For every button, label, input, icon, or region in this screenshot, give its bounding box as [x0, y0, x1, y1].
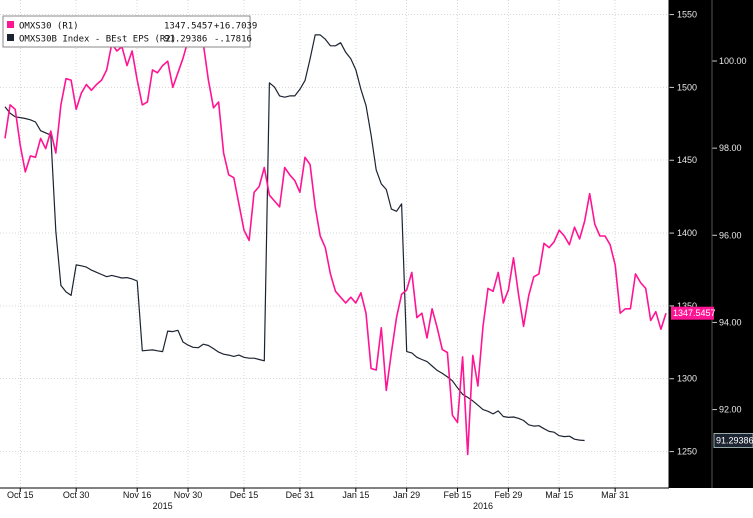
- axis-layer: 1550 1500 1450 1400 1350 1300 1250 100.00 98.00 9…: [7, 10, 747, 511]
- x-tick-label: Jan 29: [393, 490, 420, 500]
- legend-swatch-omxs30: [7, 21, 14, 28]
- r2-tick-label: 100.00: [719, 56, 747, 66]
- x-tick-label: Nov 30: [174, 490, 203, 500]
- legend-value-omxs30: 1347.5457: [164, 22, 213, 32]
- x-tick-label: Dec 15: [230, 490, 259, 500]
- r1-tick-label: 1350: [677, 301, 697, 311]
- legend-value-eps: 91.29386: [164, 35, 207, 45]
- r2-last-value-text: 91.29386: [716, 436, 753, 446]
- legend-name-omxs30: OMXS30 (R1): [19, 22, 79, 32]
- legend-change-eps: -.17816: [214, 35, 252, 45]
- r1-tick-label: 1500: [677, 82, 697, 92]
- r2-tick-label: 92.00: [719, 405, 742, 415]
- x-tick-label: Feb 29: [494, 490, 522, 500]
- x-tick-label: Oct 15: [7, 490, 34, 500]
- x-tick-label: Oct 30: [63, 490, 90, 500]
- x-tick-label: Mar 15: [545, 490, 573, 500]
- x-tick-label: Mar 31: [601, 490, 629, 500]
- legend-name-eps: OMXS30B Index - BEst EPS (R2): [19, 35, 176, 45]
- series-layer: [4, 34, 667, 456]
- legend-box: [2, 15, 251, 48]
- x-tick-label: Nov 16: [123, 490, 152, 500]
- r2-tick-label: 98.00: [719, 143, 742, 153]
- series-line-omxs30: [4, 34, 667, 456]
- year-label: 2016: [473, 501, 493, 511]
- x-tick-label: Jan 15: [342, 490, 369, 500]
- r1-tick-label: 1450: [677, 155, 697, 165]
- legend-change-omxs30: +16.7039: [214, 22, 257, 32]
- r2-tick-label: 96.00: [719, 230, 742, 240]
- year-label: 2015: [153, 501, 173, 511]
- legend-swatch-eps: [7, 34, 14, 41]
- r1-tick-label: 1550: [677, 10, 697, 20]
- x-tick-label: Feb 15: [444, 490, 472, 500]
- r2-last-value-badge: [713, 433, 753, 449]
- r1-last-value-text: 1347.5457: [673, 308, 716, 318]
- r1-tick-label: 1300: [677, 374, 697, 384]
- r2-tick-label: 94.00: [719, 317, 742, 327]
- axis-badges: 1347.5457 91.29386: [671, 306, 753, 449]
- r1-last-value-badge: [671, 306, 714, 320]
- legend: OMXS30 (R1) 1347.5457 +16.7039 OMXS30B I…: [2, 15, 257, 48]
- right-axis-panel: [669, 0, 753, 488]
- x-tick-label: Dec 31: [286, 490, 315, 500]
- series-line-eps: [4, 34, 585, 442]
- r1-tick-label: 1400: [677, 228, 697, 238]
- r1-tick-label: 1250: [677, 447, 697, 457]
